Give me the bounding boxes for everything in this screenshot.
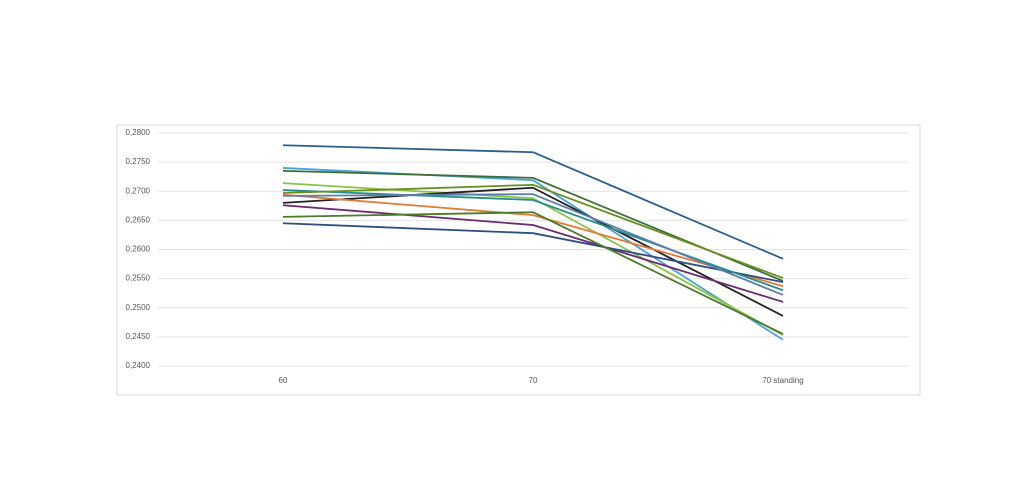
y-tick-label: 0,2750	[126, 157, 151, 166]
x-tick-label: 60	[279, 376, 288, 385]
y-tick-label: 0,2650	[126, 215, 151, 224]
series-line	[282, 193, 784, 296]
series-line	[282, 144, 784, 260]
series-line	[282, 183, 784, 279]
chart-frame	[116, 124, 921, 396]
series-line	[282, 189, 784, 292]
series-line	[282, 193, 784, 288]
y-tick-label: 0,2500	[126, 303, 151, 312]
series-line	[282, 186, 784, 317]
y-tick-label: 0,2600	[126, 245, 151, 254]
x-tick-label: 70	[529, 376, 538, 385]
y-tick-label: 0,2550	[126, 274, 151, 283]
series-line	[282, 204, 784, 303]
series-line	[282, 222, 784, 284]
y-tick-label: 0,2700	[126, 186, 151, 195]
y-tick-label: 0,2450	[126, 332, 151, 341]
series-line	[282, 182, 784, 336]
y-tick-label: 0,2800	[126, 128, 151, 137]
series-line	[282, 167, 784, 341]
y-tick-label: 0,2400	[126, 361, 151, 370]
x-tick-label: 70 standing	[762, 376, 803, 385]
series-line	[282, 211, 784, 335]
